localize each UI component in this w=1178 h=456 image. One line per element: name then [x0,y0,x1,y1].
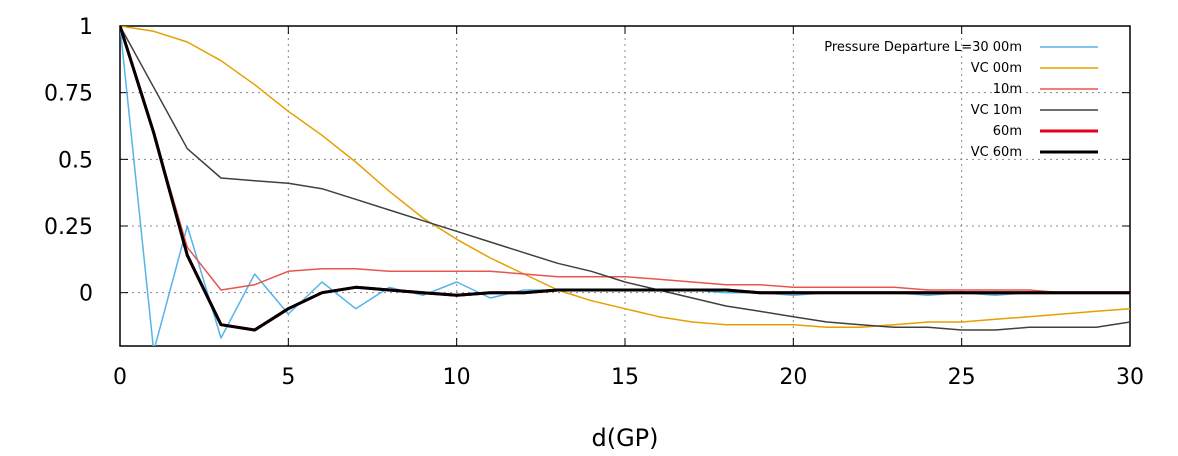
series-lines [120,26,1130,346]
legend-label: 10m [993,82,1022,97]
x-tick-label: 15 [611,365,639,390]
legend-label: VC 60m [971,145,1022,160]
legend: Pressure Departure L=30 00m VC 00m 10m VC 1… [824,40,1098,160]
x-tick-label: 25 [948,365,976,390]
y-tick-label: 1 [79,15,93,40]
series-line-2 [120,26,1130,329]
y-tick-label: 0.25 [44,215,93,240]
series-line-6 [120,26,1130,332]
legend-label: 60m [993,124,1022,139]
x-tick-label: 5 [281,365,295,390]
series-line-4 [120,26,1130,331]
legend-label: Pressure Departure L=30 00m [824,40,1022,55]
legend-label: VC 00m [971,61,1022,76]
y-tick-label: 0.75 [44,82,93,107]
y-tick-label: 0 [79,282,93,307]
x-tick-label: 30 [1116,365,1144,390]
axis-ticks: 0 5 10 15 20 25 30 0 0.25 0.5 0.75 1 [44,15,1144,390]
legend-label: VC 10m [971,103,1022,118]
x-axis-title: d(GP) [591,424,658,452]
y-tick-label: 0.5 [58,148,93,173]
x-tick-label: 20 [779,365,807,390]
series-line-3 [120,26,1130,294]
x-tick-label: 0 [113,365,127,390]
x-tick-label: 10 [443,365,471,390]
